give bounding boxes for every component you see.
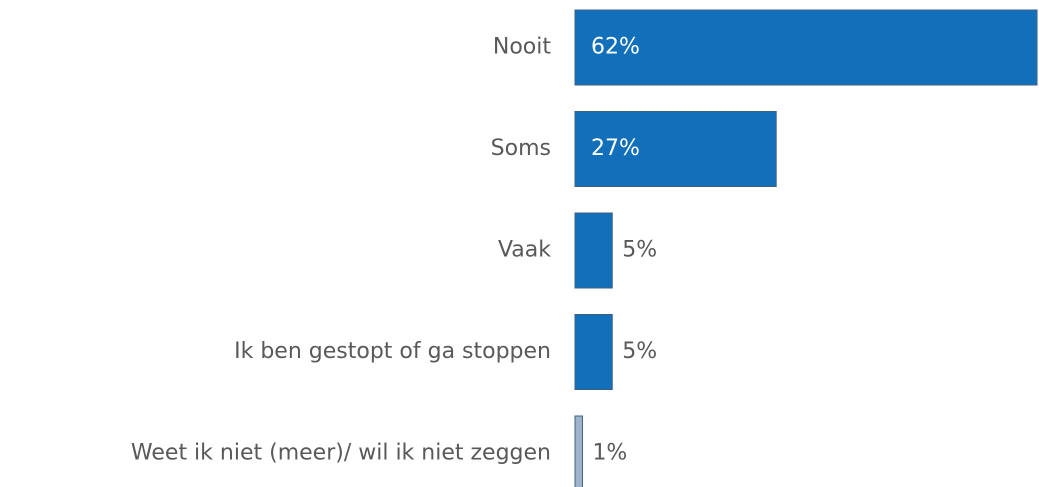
category-label: Weet ik niet (meer)/ wil ik niet zeggen [131, 441, 551, 466]
bar [574, 9, 1038, 86]
value-label: 5% [622, 339, 657, 364]
category-label: Nooit [493, 35, 551, 60]
category-label: Ik ben gestopt of ga stoppen [234, 339, 551, 364]
bar [574, 314, 613, 390]
value-label: 27% [591, 136, 640, 161]
category-label: Soms [491, 136, 551, 161]
category-label: Vaak [498, 238, 551, 263]
value-label: 1% [592, 441, 627, 466]
bar [574, 212, 613, 289]
value-label: 62% [591, 35, 640, 60]
bar [574, 415, 583, 487]
value-label: 5% [622, 238, 657, 263]
bar [574, 111, 777, 187]
